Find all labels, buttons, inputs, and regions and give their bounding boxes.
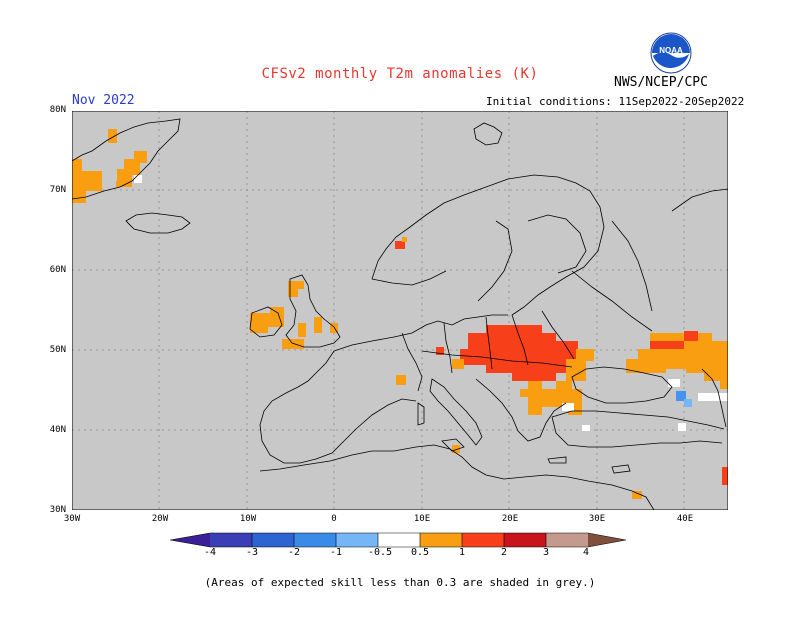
- anomaly-sicily: [452, 445, 460, 453]
- lat-label-60n: 60N: [49, 265, 66, 275]
- lon-label-10w: 10W: [239, 514, 257, 524]
- lon-label-30e: 30E: [588, 514, 606, 524]
- svg-text:NOAA: NOAA: [659, 46, 683, 55]
- initial-conditions: Initial conditions: 11Sep2022-20Sep2022: [486, 95, 745, 108]
- lon-label-20e: 20E: [501, 514, 519, 524]
- map-background: [72, 111, 728, 510]
- anomaly-map: [72, 111, 728, 510]
- lon-label-40e: 40E: [676, 514, 694, 524]
- legend-label-neg1: -1: [329, 547, 343, 558]
- lat-label-50n: 50N: [49, 345, 66, 355]
- lon-label-0: 0: [331, 514, 337, 524]
- anomaly-central-europe: [460, 325, 586, 389]
- valid-month: Nov 2022: [72, 93, 135, 108]
- anomaly-patches: [72, 129, 728, 499]
- noaa-logo: NOAA: [650, 32, 692, 74]
- legend-label-4: 4: [582, 547, 590, 558]
- lon-label-30w: 30W: [63, 514, 81, 524]
- legend-label-neg05: -0.5: [367, 547, 393, 558]
- lon-label-20w: 20W: [151, 514, 169, 524]
- anomaly-norway: [395, 241, 405, 249]
- chart-title: CFSv2 monthly T2m anomalies (K): [261, 66, 539, 82]
- legend-label-neg4: -4: [203, 547, 217, 558]
- legend-label-neg2: -2: [287, 547, 301, 558]
- skill-footnote: (Areas of expected skill less than 0.3 a…: [204, 576, 596, 589]
- anomaly-caucasus-cold: [676, 391, 686, 401]
- anomaly-ireland: [250, 307, 284, 333]
- color-legend: [170, 532, 627, 548]
- anomaly-east-edge: [722, 467, 728, 485]
- lat-label-30n: 30N: [49, 505, 66, 515]
- legend-label-2: 2: [500, 547, 508, 558]
- lat-label-40n: 40N: [49, 425, 66, 435]
- anomaly-greenland: [72, 151, 147, 203]
- legend-label-1: 1: [458, 547, 466, 558]
- coastlines: [72, 118, 728, 510]
- agency-label: NWS/NCEP/CPC: [614, 75, 708, 90]
- anomaly-greenland-north: [108, 129, 117, 143]
- legend-label-05: 0.5: [410, 547, 430, 558]
- lon-label-10e: 10E: [413, 514, 431, 524]
- lat-label-80n: 80N: [49, 105, 66, 115]
- graticule: [72, 111, 728, 510]
- anomaly-scotland: [288, 281, 304, 297]
- legend-label-neg3: -3: [245, 547, 259, 558]
- legend-label-3: 3: [542, 547, 550, 558]
- anomaly-spain: [396, 375, 406, 385]
- lat-label-70n: 70N: [49, 185, 66, 195]
